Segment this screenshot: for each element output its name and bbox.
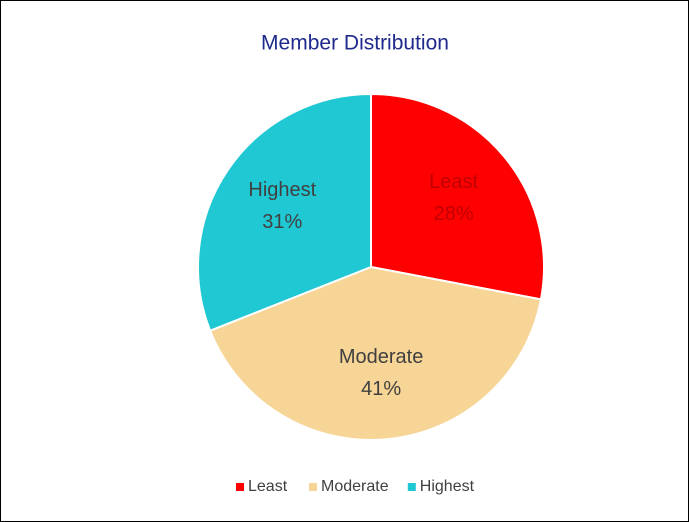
pie-slice [370, 92, 545, 301]
legend-label: Highest [420, 478, 475, 495]
slice-category-label: Least [429, 171, 478, 193]
legend-swatch [236, 483, 244, 491]
legend-swatch [407, 483, 416, 491]
slice-category-label: Highest [248, 179, 316, 201]
legend-swatch [309, 483, 317, 491]
legend-label: Moderate [321, 478, 389, 495]
pie-slice [197, 92, 372, 332]
chart-title: Member Distribution [261, 32, 449, 55]
slice-value-label: 31% [262, 211, 302, 233]
slice-value-label: 28% [434, 203, 474, 225]
legend-label: Least [248, 478, 288, 495]
pie-slice [208, 265, 543, 441]
slice-value-label: 41% [361, 378, 401, 400]
slice-category-label: Moderate [339, 346, 424, 368]
